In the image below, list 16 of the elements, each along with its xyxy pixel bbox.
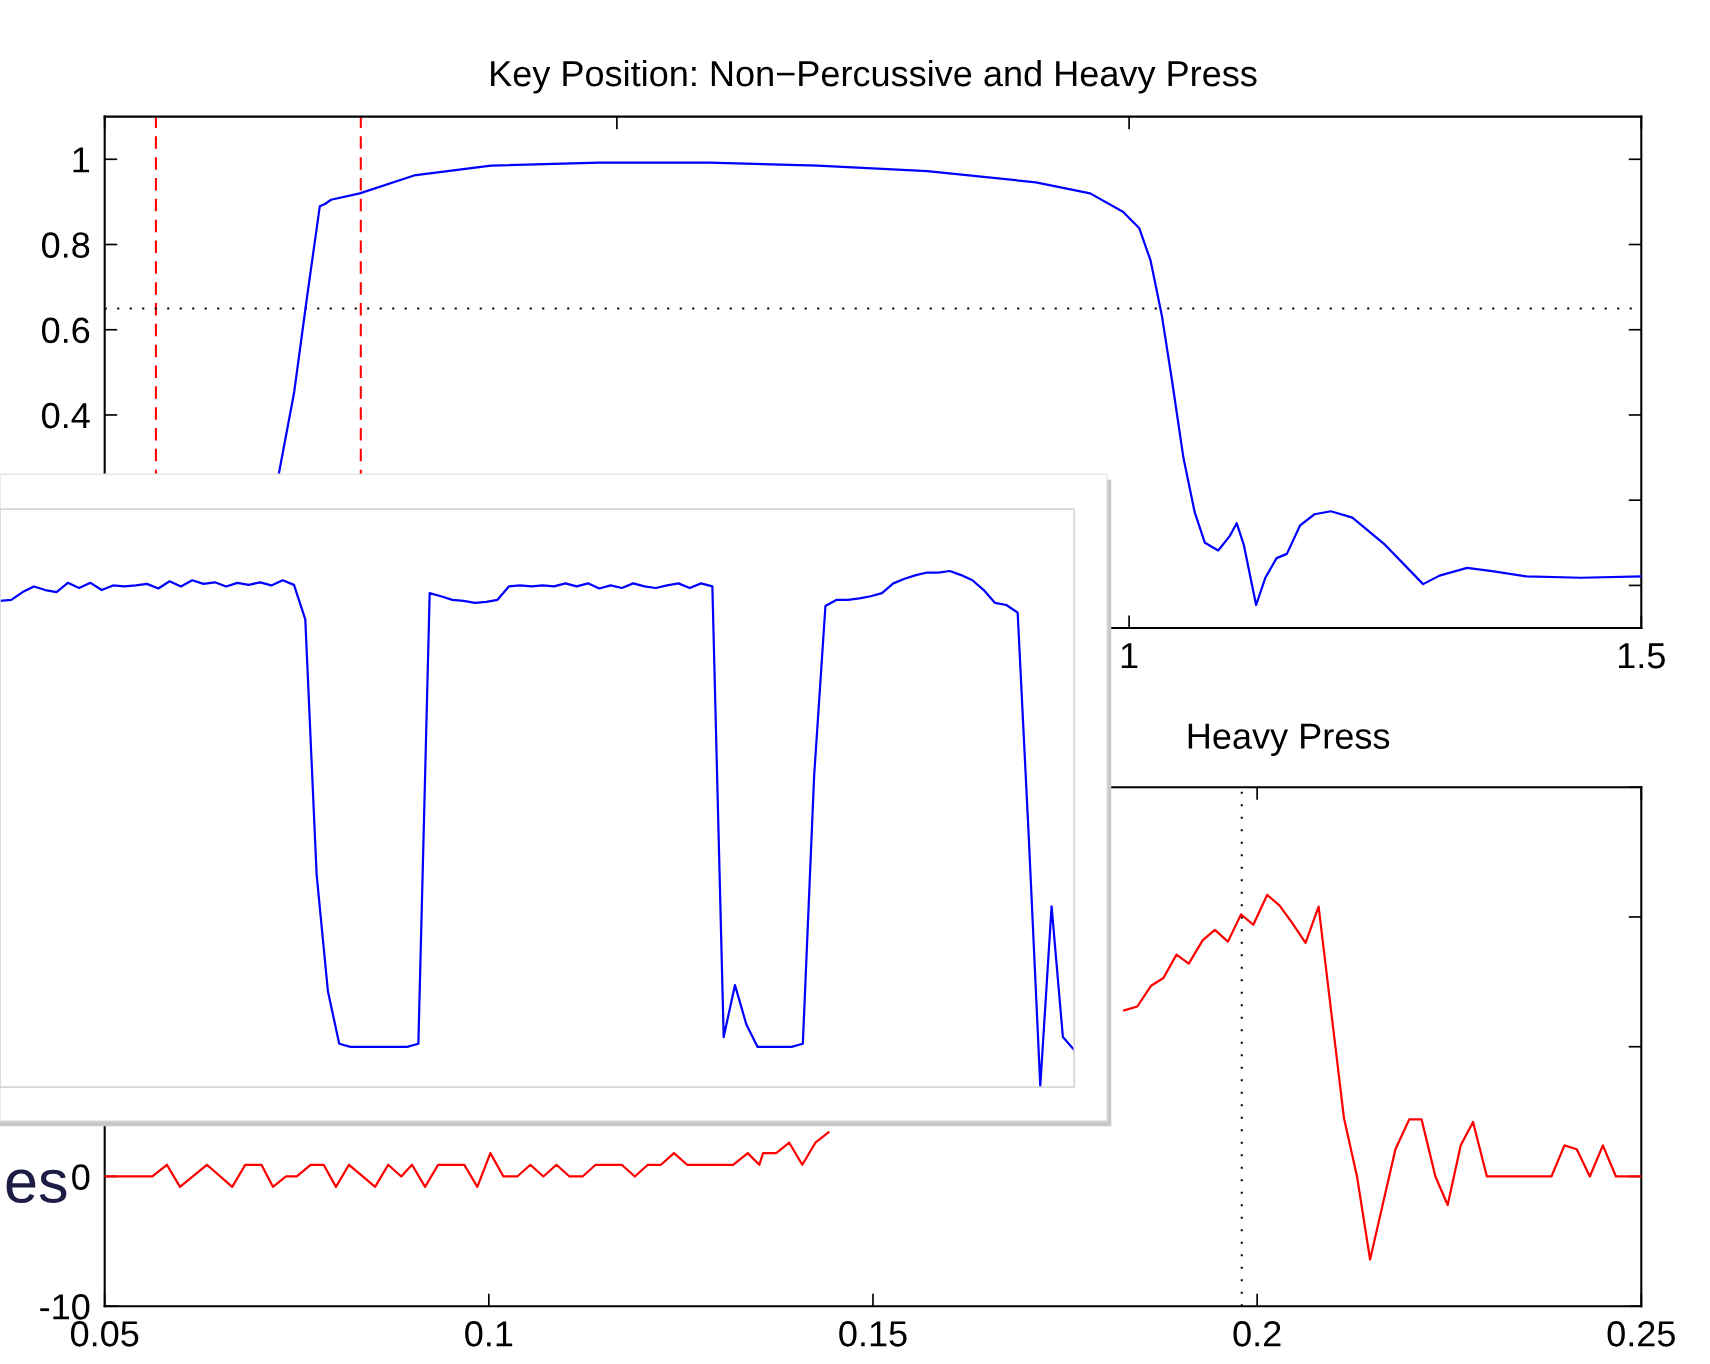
chart-title: Key Position: Non−Percussive and Heavy Press bbox=[491, 59, 1257, 94]
y-tick-label: 0.4 bbox=[42, 402, 90, 429]
chart-title: Heavy Press bbox=[1188, 723, 1390, 757]
x-tick-label: 0.05 bbox=[70, 1321, 139, 1347]
x-tick-label: 0.25 bbox=[1607, 1321, 1675, 1347]
x-tick-label: 1.5 bbox=[1618, 643, 1665, 669]
y-tick-label: -10 bbox=[40, 1294, 90, 1320]
y-tick-label: 1 bbox=[73, 147, 90, 173]
x-tick-label: 0.1 bbox=[465, 1321, 513, 1347]
text: es bbox=[6, 1169, 67, 1204]
y-tick-label: 0 bbox=[72, 1164, 90, 1190]
y-tick-label: 0.6 bbox=[42, 317, 90, 344]
x-tick-label: 0.2 bbox=[1233, 1321, 1281, 1347]
line-series bbox=[277, 161, 1642, 607]
y-tick-label: 0.8 bbox=[42, 232, 90, 258]
x-tick-label: 0.15 bbox=[839, 1321, 907, 1347]
